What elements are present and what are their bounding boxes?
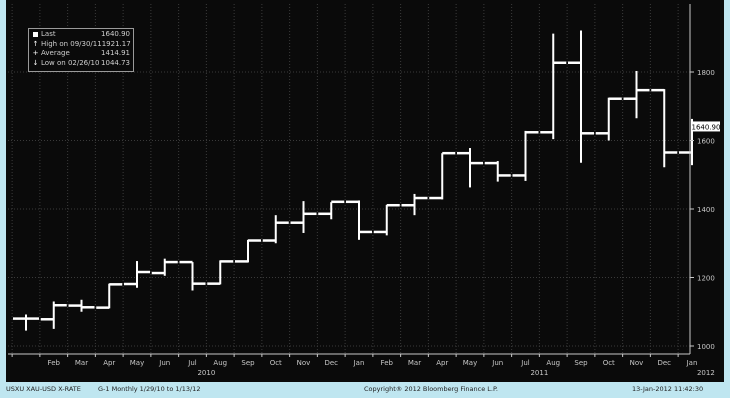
y-axis: 1000 1200 1400 1600 1800 [689, 4, 715, 354]
ohlc-bar [429, 151, 456, 200]
ohlc-bar [207, 260, 234, 285]
legend-last: Last 1640.90 [32, 30, 130, 40]
y-tick-label: 1000 [697, 343, 715, 351]
x-month-label: Aug [546, 359, 560, 367]
x-month-label: May [130, 359, 144, 367]
footer-copyright: Copyright® 2012 Bloomberg Finance L.P. [364, 385, 498, 393]
ohlc-bar [262, 215, 289, 244]
ohlc-bar [68, 299, 95, 312]
ohlc-bar [318, 200, 345, 220]
x-month-label: Jul [520, 359, 530, 367]
ohlc-bar [13, 314, 39, 331]
x-month-label: Nov [630, 359, 644, 367]
x-month-label: Jul [187, 359, 197, 367]
ohlc-bar [623, 70, 650, 119]
legend-box: Last 1640.90 ↑ High on 09/30/11 1921.17 +… [28, 28, 134, 72]
x-month-label: Oct [603, 359, 615, 367]
chart-panel: 1000 1200 1400 1600 1800 Feb Mar Apr May Jun Jul A… [6, 0, 724, 382]
x-month-label: May [463, 359, 477, 367]
footer-info: G-1 Monthly 1/29/10 to 1/13/12 [98, 385, 201, 393]
legend-high: ↑ High on 09/30/11 1921.17 [32, 39, 131, 48]
ohlc-bar [457, 148, 483, 188]
x-month-label: Dec [324, 359, 338, 367]
footer-timestamp: 13-Jan-2012 11:42:30 [632, 385, 704, 393]
x-year-label: 2010 [197, 369, 215, 377]
legend-low: ↓ Low on 02/26/10 1044.73 [32, 58, 130, 67]
x-month-label: Apr [103, 359, 115, 367]
ohlc-bar [96, 283, 123, 309]
x-axis: Feb Mar Apr May Jun Jul Aug Sep Oct Nov Dec Jan Feb M… [8, 353, 715, 377]
last-price-label: 1640.90 [692, 123, 721, 131]
ohlc-bar [290, 201, 317, 233]
y-tick-label: 1800 [697, 69, 715, 77]
x-month-label: Aug [213, 359, 227, 367]
x-month-label: Apr [436, 359, 448, 367]
ohlc-bar [124, 261, 150, 288]
x-month-label: Nov [297, 359, 311, 367]
ohlc-bar [651, 88, 678, 168]
ohlc-bar [373, 203, 400, 236]
x-month-label: Mar [75, 359, 88, 367]
x-year-label: 2011 [530, 369, 548, 377]
legend-average: + Average 1414.91 [32, 49, 130, 57]
last-price-marker: 1640.90 [692, 121, 721, 132]
footer-ticker: USXU XAU-USD X-RATE [6, 385, 81, 393]
down-arrow-icon: ↓ [32, 58, 39, 67]
ohlc-bar [540, 33, 567, 140]
price-chart: 1000 1200 1400 1600 1800 Feb Mar Apr May Jun Jul A… [8, 4, 721, 377]
y-tick-label: 1600 [697, 138, 715, 146]
ohlc-bar [235, 239, 261, 263]
x-month-label: Dec [657, 359, 671, 367]
square-icon [33, 32, 38, 38]
ohlc-bar [401, 193, 428, 216]
ohlc-bar [484, 161, 511, 182]
ohlc-bar [179, 260, 206, 291]
ohlc-bars [13, 30, 705, 331]
x-month-label: Feb [381, 359, 394, 367]
ohlc-bar [346, 200, 372, 240]
footer-bar: USXU XAU-USD X-RATE G-1 Monthly 1/29/10 … [0, 382, 730, 398]
ohlc-bar [151, 258, 178, 276]
x-month-label: Sep [574, 359, 588, 367]
x-month-label: Feb [48, 359, 61, 367]
x-month-label: Jun [158, 359, 170, 367]
x-month-label: Jan [353, 359, 365, 367]
dash-icon: + [32, 49, 39, 57]
x-month-label: Oct [270, 359, 282, 367]
y-tick-label: 1200 [697, 275, 715, 283]
ohlc-bar [40, 301, 67, 329]
x-year-label: 2012 [697, 369, 715, 377]
ohlc-bar [595, 97, 622, 141]
grid-lines [8, 4, 690, 354]
ohlc-bar [512, 130, 539, 181]
x-month-label: Sep [241, 359, 255, 367]
x-month-label: Jun [491, 359, 503, 367]
y-tick-label: 1400 [697, 206, 715, 214]
ohlc-bar [568, 30, 594, 163]
x-month-label: Jan [686, 359, 698, 367]
last-price-tag [692, 121, 720, 132]
x-month-label: Mar [408, 359, 421, 367]
up-arrow-icon: ↑ [32, 39, 39, 48]
